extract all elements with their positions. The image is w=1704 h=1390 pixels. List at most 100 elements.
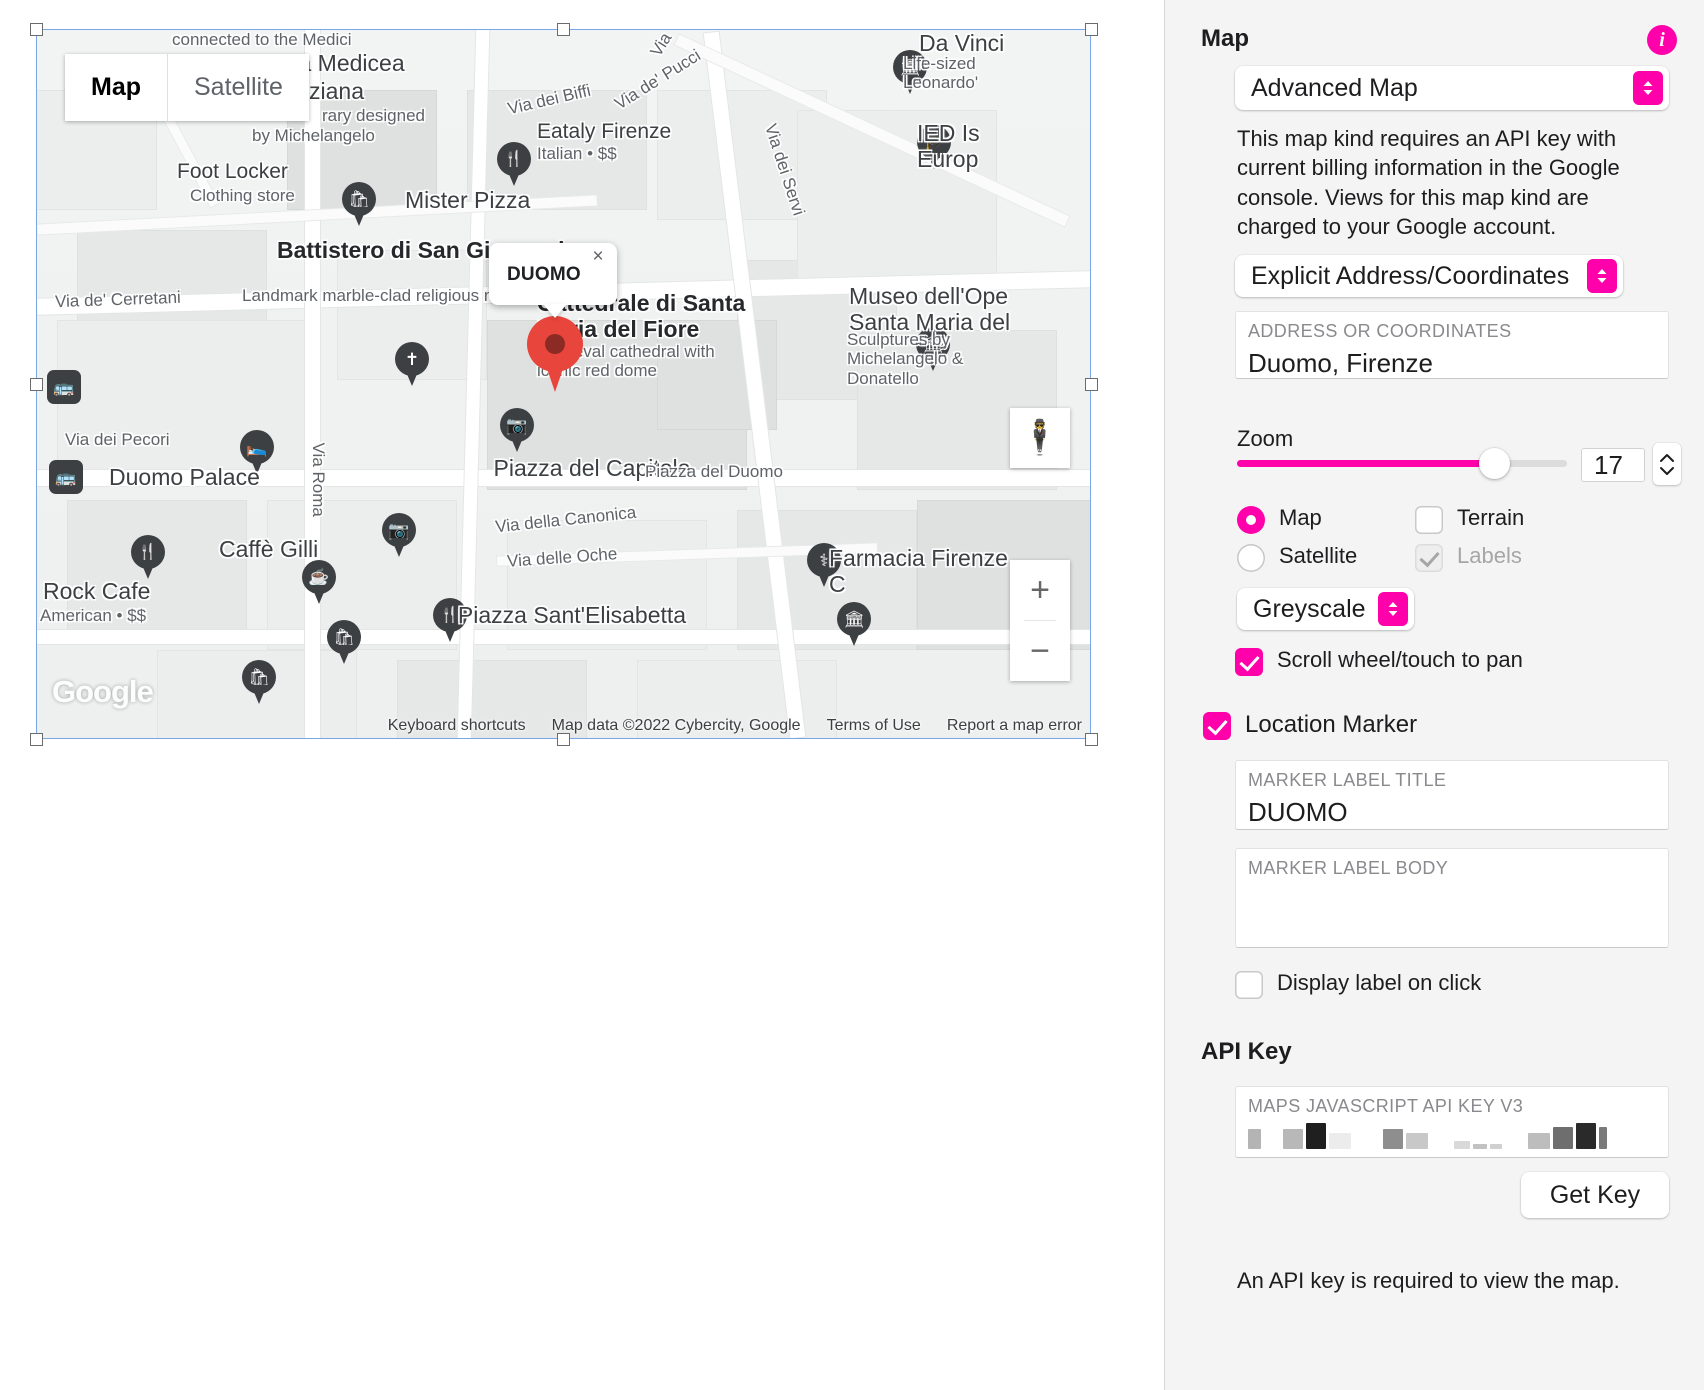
poi-pin-eataly[interactable]: 🍴 xyxy=(497,142,531,187)
zoom-controls-divider xyxy=(1024,620,1056,621)
poi-pin-photo-1[interactable]: 📷 xyxy=(500,408,534,453)
location-mode-value: Explicit Address/Coordinates xyxy=(1251,261,1570,290)
google-watermark: Google xyxy=(52,674,154,709)
zoom-slider[interactable] xyxy=(1237,448,1567,479)
checkbox-location-marker[interactable] xyxy=(1203,712,1231,740)
resize-handle-nw[interactable] xyxy=(30,23,43,36)
poi-pin-museum-2[interactable]: 🏛 xyxy=(837,602,871,647)
checkbox-labels-label: Labels xyxy=(1457,543,1522,568)
terms-of-use-link[interactable]: Terms of Use xyxy=(826,717,921,734)
resize-handle-n[interactable] xyxy=(557,23,570,36)
museum-icon: 🏛 xyxy=(837,602,871,636)
transit-pin-2[interactable]: 🚌 xyxy=(49,460,83,505)
marker-title-field[interactable]: MARKER LABEL TITLE DUOMO xyxy=(1235,760,1669,830)
zoom-in-button[interactable]: + xyxy=(1010,560,1070,620)
poi-pin-shop-2[interactable]: 🛍 xyxy=(242,660,276,705)
poi-pin-photo-2[interactable]: 📷 xyxy=(382,513,416,558)
marker-title-caption: MARKER LABEL TITLE xyxy=(1248,770,1447,790)
marker-body-field[interactable]: MARKER LABEL BODY xyxy=(1235,848,1669,948)
marker-info-window[interactable]: DUOMO × xyxy=(489,243,617,318)
api-key-field[interactable]: MAPS JAVASCRIPT API KEY V3 xyxy=(1235,1086,1669,1158)
map-kind-value: Advanced Map xyxy=(1251,73,1418,102)
poi-pin-da-vinci[interactable]: 🏛 xyxy=(893,50,927,95)
map-attribution-bar: Keyboard shortcuts Map data ©2022 Cyberc… xyxy=(37,717,1090,735)
transit-pin-1[interactable]: 🚌 xyxy=(47,370,81,415)
restaurant-icon: 🍴 xyxy=(497,142,531,176)
radio-satellite[interactable] xyxy=(1237,544,1265,572)
resize-handle-e[interactable] xyxy=(1085,378,1098,391)
zoom-slider-knob[interactable] xyxy=(1479,448,1511,479)
resize-handle-sw[interactable] xyxy=(30,733,43,746)
checkbox-display-on-click-label: Display label on click xyxy=(1277,970,1482,995)
info-icon[interactable]: i xyxy=(1647,25,1677,55)
location-mode-select[interactable]: Explicit Address/Coordinates xyxy=(1235,255,1623,297)
map-kind-select[interactable]: Advanced Map xyxy=(1235,66,1669,110)
chevron-up-icon xyxy=(1660,453,1674,462)
radio-map-label: Map xyxy=(1279,505,1322,530)
canvas-area: Map Satellite 🛍 🍴 ✝ 📷 🏛 🏛 xyxy=(30,23,1098,746)
zoom-out-button[interactable]: − xyxy=(1010,621,1070,681)
checkbox-labels xyxy=(1415,544,1443,572)
zoom-value-input[interactable]: 17 xyxy=(1581,448,1645,482)
checkbox-terrain[interactable] xyxy=(1415,506,1443,534)
marker-head xyxy=(527,316,583,372)
pegman-icon[interactable]: 🕴 xyxy=(1010,408,1070,468)
resize-handle-se[interactable] xyxy=(1085,733,1098,746)
resize-handle-ne[interactable] xyxy=(1085,23,1098,36)
resize-handle-s[interactable] xyxy=(557,733,570,746)
info-window-title: DUOMO xyxy=(507,264,581,285)
checkbox-terrain-label: Terrain xyxy=(1457,505,1525,530)
map-type-switch[interactable]: Map Satellite xyxy=(65,54,309,121)
bus-icon: 🚌 xyxy=(47,370,81,404)
panel-title: Map xyxy=(1201,25,1249,52)
map-viewport[interactable]: Map Satellite 🛍 🍴 ✝ 📷 🏛 🏛 xyxy=(36,29,1091,739)
map-style-value: Greyscale xyxy=(1253,594,1366,623)
map-inspector-panel: Map i Advanced Map This map kind require… xyxy=(1164,0,1704,1390)
poi-pin-battistero[interactable]: ✝ xyxy=(395,342,429,387)
radio-satellite-label: Satellite xyxy=(1279,543,1358,568)
chevron-updown-icon xyxy=(1587,259,1617,293)
poi-pin-shop[interactable]: 🛍 xyxy=(327,620,361,665)
poi-pin-rock-cafe[interactable]: 🍴 xyxy=(131,535,165,580)
keyboard-shortcuts-link[interactable]: Keyboard shortcuts xyxy=(387,717,526,734)
chevron-updown-icon xyxy=(1378,592,1408,626)
poi-pin-farmacia[interactable]: ⚕ xyxy=(807,543,841,588)
zoom-stepper[interactable] xyxy=(1653,443,1681,485)
poi-pin-hotel[interactable]: 🛌 xyxy=(240,430,274,475)
zoom-label: Zoom xyxy=(1237,426,1294,451)
poi-pin-museo-opera[interactable]: 🏛 xyxy=(916,327,950,372)
location-marker[interactable] xyxy=(527,316,583,392)
map-zoom-controls[interactable]: + − xyxy=(1010,560,1070,681)
checkbox-display-on-click[interactable] xyxy=(1235,971,1263,999)
address-field[interactable]: ADDRESS OR COORDINATES Duomo, Firenze xyxy=(1235,311,1669,379)
poi-pin-caffe-gilli[interactable]: ☕ xyxy=(302,560,336,605)
api-key-caption: MAPS JAVASCRIPT API KEY V3 xyxy=(1248,1096,1524,1116)
chevron-down-icon xyxy=(1660,466,1674,475)
map-type-map[interactable]: Map xyxy=(91,73,141,101)
hotel-icon: 🛌 xyxy=(240,430,274,464)
poi-pin-restaurant-2[interactable]: 🍴 xyxy=(433,598,467,643)
map-style-select[interactable]: Greyscale xyxy=(1237,588,1414,630)
get-key-button[interactable]: Get Key xyxy=(1521,1172,1669,1218)
checkbox-scroll-pan-label: Scroll wheel/touch to pan xyxy=(1277,647,1523,672)
bag-icon: 🛍 xyxy=(327,620,361,654)
map-type-satellite[interactable]: Satellite xyxy=(194,73,283,101)
zoom-slider-fill xyxy=(1237,460,1495,467)
poi-pin-ied[interactable]: 🎓 xyxy=(917,125,951,170)
api-key-footnote: An API key is required to view the map. xyxy=(1237,1268,1620,1293)
poi-pin-foot-locker[interactable]: 🛍 xyxy=(342,182,376,227)
api-key-value-redacted xyxy=(1248,1123,1607,1149)
report-error-link[interactable]: Report a map error xyxy=(946,717,1082,734)
address-field-caption: ADDRESS OR COORDINATES xyxy=(1248,321,1512,341)
map-data-credit: Map data ©2022 Cybercity, Google xyxy=(551,717,801,734)
api-key-section-title: API Key xyxy=(1201,1038,1292,1065)
info-window-tip xyxy=(543,304,567,318)
chevron-updown-icon xyxy=(1633,71,1663,105)
close-icon[interactable]: × xyxy=(592,246,604,267)
resize-handle-w[interactable] xyxy=(30,378,43,391)
checkbox-location-marker-label: Location Marker xyxy=(1245,711,1418,738)
radio-map[interactable] xyxy=(1237,506,1265,534)
checkbox-scroll-pan[interactable] xyxy=(1235,648,1263,676)
map-kind-help-text: This map kind requires an API key with c… xyxy=(1237,126,1620,239)
